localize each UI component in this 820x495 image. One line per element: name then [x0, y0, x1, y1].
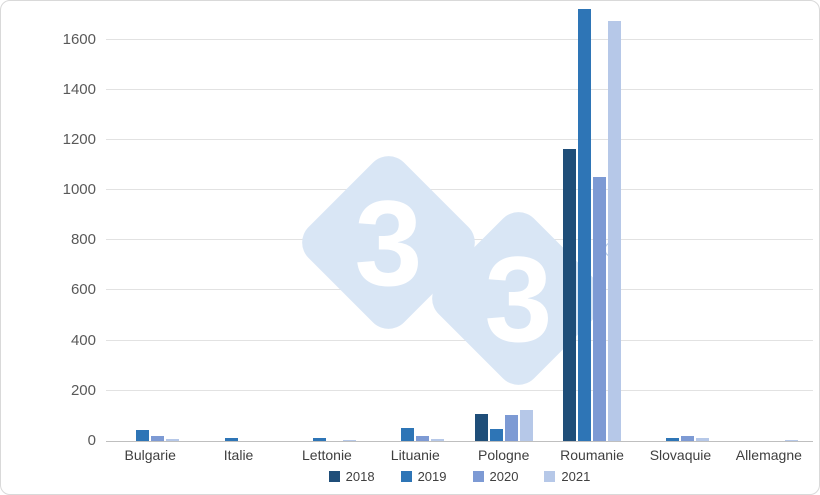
- x-tick-label-bulgarie: Bulgarie: [124, 447, 176, 463]
- x-axis-labels: Bulgarie Italie Lettonie Lituanie Pologne Rou…: [106, 447, 813, 463]
- gridline-1200: [106, 138, 813, 140]
- legend-item-2018: 2018: [328, 469, 375, 484]
- y-tick-label-600: 600: [70, 281, 96, 299]
- x-tick-label-pologne: Pologne: [477, 447, 530, 463]
- bar-2019-italie: [224, 438, 238, 441]
- x-tick-label-allemagne: Allemagne: [735, 447, 802, 463]
- y-tick-label-200: 200: [70, 381, 96, 399]
- bar-2020-pologne: [504, 415, 518, 441]
- bar-2021-slovaquie: [696, 438, 710, 441]
- gridline-1400: [106, 88, 813, 90]
- bar-2020-bulgarie: [151, 436, 165, 441]
- bar-2019-pologne: [489, 429, 503, 441]
- legend-label-2021: 2021: [561, 469, 591, 484]
- bar-group-bulgarie: [106, 430, 194, 441]
- bar-2019-roumanie: [578, 9, 592, 441]
- bar-group-italie: [194, 438, 282, 441]
- bar-2019-slovaquie: [666, 438, 680, 441]
- legend-swatch-2018: [328, 471, 340, 482]
- bar-group-lettonie: [283, 438, 371, 441]
- x-tick-label-lituanie: Lituanie: [390, 447, 440, 463]
- y-tick-label-1600: 1600: [62, 30, 96, 48]
- y-tick-label-400: 400: [70, 331, 96, 349]
- legend-swatch-2020: [472, 471, 484, 482]
- plot-area: 3 3 ®: [106, 7, 813, 442]
- bar-2020-slovaquie: [681, 436, 695, 441]
- legend-label-2019: 2019: [417, 469, 447, 484]
- bar-group-slovaquie: [636, 436, 724, 441]
- bar-2018-roumanie: [563, 149, 577, 441]
- bar-2020-lituanie: [416, 436, 430, 441]
- bar-2019-bulgarie: [136, 430, 150, 441]
- legend-item-2021: 2021: [544, 469, 590, 484]
- bar-2018-pologne: [474, 414, 488, 441]
- x-tick-label-italie: Italie: [223, 447, 254, 463]
- legend-label-2020: 2020: [489, 469, 519, 484]
- bar-groups: [106, 7, 813, 441]
- bar-2021-bulgarie: [166, 439, 180, 441]
- bar-2021-lettonie: [342, 440, 356, 441]
- legend-item-2020: 2020: [472, 469, 519, 484]
- legend-label-2018: 2018: [345, 469, 375, 484]
- bar-2019-lettonie: [312, 438, 326, 441]
- bar-2020-roumanie: [593, 177, 607, 441]
- y-tick-label-1400: 1400: [62, 80, 96, 98]
- y-tick-label-1200: 1200: [62, 130, 96, 148]
- bar-2021-roumanie: [608, 21, 622, 441]
- bar-2021-pologne: [519, 410, 533, 441]
- bar-2019-lituanie: [401, 428, 415, 441]
- legend: 2018 2019 2020 2021: [106, 469, 813, 484]
- x-tick-label-roumanie: Roumanie: [560, 447, 624, 463]
- bar-group-pologne: [460, 410, 548, 441]
- legend-swatch-2019: [400, 471, 412, 482]
- bar-2021-lituanie: [431, 439, 445, 441]
- x-tick-label-lettonie: Lettonie: [302, 447, 352, 463]
- bar-2021-allemagne: [784, 440, 798, 441]
- y-tick-label-800: 800: [70, 231, 96, 249]
- legend-item-2019: 2019: [400, 469, 447, 484]
- x-tick-label-slovaquie: Slovaquie: [649, 447, 712, 463]
- bar-group-allemagne: [725, 440, 813, 441]
- bar-group-roumanie: [548, 9, 636, 441]
- bar-group-lituanie: [371, 428, 459, 441]
- legend-swatch-2021: [544, 471, 556, 482]
- y-tick-label-1000: 1000: [62, 181, 96, 199]
- gridline-1600: [106, 38, 813, 40]
- y-tick-label-0: 0: [87, 432, 96, 449]
